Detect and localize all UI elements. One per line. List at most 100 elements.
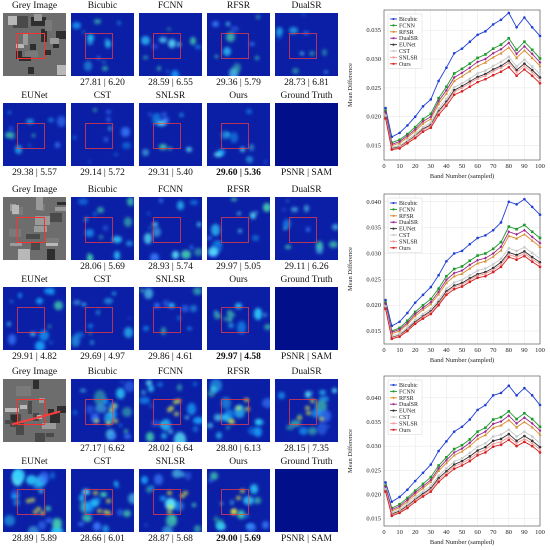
heat-spot [44, 505, 51, 512]
heat-spot [88, 331, 93, 336]
texture [39, 398, 45, 403]
data-point [460, 67, 464, 71]
data-point [515, 74, 518, 78]
heat-spot [71, 335, 81, 348]
heat-spot [305, 390, 311, 399]
heat-spot [102, 65, 109, 71]
heat-spot [162, 525, 174, 532]
texture [16, 50, 23, 60]
heat-spot [72, 135, 77, 140]
data-point [460, 249, 464, 253]
heat-spot [236, 321, 247, 334]
data-point [538, 425, 542, 429]
data-point [460, 84, 464, 88]
heat-spot [113, 251, 120, 260]
legend-marker [392, 396, 395, 399]
data-point [499, 60, 503, 64]
psnr-sam-label: 29.97 | 5.05 [216, 262, 261, 272]
data-point [476, 276, 479, 280]
x-tick-label: 50 [459, 163, 466, 170]
y-tick-label: 0.030 [366, 443, 381, 450]
data-point [483, 433, 487, 437]
data-point [499, 415, 503, 419]
heat-spot [146, 432, 155, 442]
data-point [499, 248, 503, 252]
data-point [437, 290, 440, 294]
data-point [444, 281, 448, 285]
heat-spot [107, 117, 111, 122]
heat-spot [318, 389, 326, 396]
heat-spot [142, 56, 148, 60]
legend-label: EUNet [399, 227, 416, 233]
x-tick-label: 100 [535, 529, 545, 536]
data-point [421, 312, 425, 316]
data-point [406, 506, 409, 510]
heat-spot [153, 473, 164, 486]
data-point [429, 98, 433, 101]
heat-spot [172, 400, 178, 405]
heat-spot [305, 411, 311, 416]
heat-spot [251, 235, 260, 242]
data-point [445, 470, 448, 473]
heat-spot [185, 146, 193, 152]
heat-spot [159, 143, 167, 150]
heat-spot [190, 199, 199, 205]
heat-spot [56, 116, 66, 128]
data-point [499, 51, 503, 55]
data-point [445, 85, 448, 89]
series-line-eunet [385, 60, 541, 150]
data-point [429, 475, 433, 479]
heat-spot [220, 397, 232, 409]
heat-spot [107, 125, 113, 132]
data-point [468, 418, 472, 421]
y-tick-label: 0.035 [366, 419, 381, 426]
data-point [507, 11, 511, 15]
x-tick-label: 80 [506, 163, 513, 170]
heat-spot [309, 51, 316, 57]
heat-spot [289, 27, 298, 35]
data-point [460, 449, 464, 453]
heat-spot [79, 500, 89, 513]
heat-spot [115, 483, 120, 489]
texture [25, 233, 41, 239]
data-point [530, 444, 534, 448]
heat-spot [78, 494, 85, 503]
data-point [406, 488, 409, 492]
data-point [460, 86, 464, 90]
legend-marker [392, 24, 395, 27]
chart-svg: 0 10 20 30 40 50 60 70 80 90 100 0.015 0.020 0.025 0.0… [347, 193, 545, 364]
texture [9, 229, 22, 237]
heat-spot [235, 303, 242, 309]
heat-spot [193, 426, 198, 433]
data-point [515, 425, 519, 429]
legend-label: FCNN [399, 23, 416, 29]
psnr-sam-label: 27.81 | 6.20 [80, 78, 125, 88]
data-point [406, 319, 409, 323]
heat-spot [246, 522, 256, 532]
heat-spot [158, 37, 168, 44]
data-point [405, 500, 409, 504]
heat-spot [86, 254, 94, 260]
psnr-sam-label: 28.89 | 5.89 [12, 534, 57, 544]
region-box [17, 33, 45, 59]
data-point [491, 247, 495, 251]
heat-spot [315, 245, 323, 254]
heat-spot [210, 471, 219, 481]
heat-spot [223, 317, 229, 322]
data-point [413, 491, 417, 495]
tile-title: EUNet [21, 91, 48, 101]
data-point [476, 451, 480, 455]
heat-spot [105, 511, 111, 516]
data-point [530, 68, 534, 72]
data-point [421, 495, 425, 498]
data-point [460, 265, 464, 268]
data-point [483, 272, 487, 275]
tile-title: Ours [229, 91, 248, 101]
heat-spot [75, 331, 84, 338]
data-point [468, 438, 472, 441]
data-point [515, 52, 518, 56]
heat-spot [72, 299, 81, 306]
data-point [413, 318, 417, 321]
data-point [484, 53, 487, 56]
data-point [523, 430, 526, 433]
